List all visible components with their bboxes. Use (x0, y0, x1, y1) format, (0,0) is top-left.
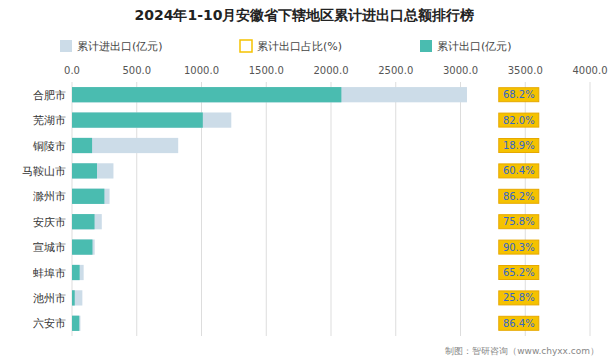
ratio-label: 25.8% (503, 292, 535, 303)
grid-line (266, 82, 267, 336)
ratio-label: 82.0% (503, 115, 535, 126)
bar (72, 214, 95, 229)
x-axis: 0.0 500.0 1000.0 1500.0 2000.0 2500.0 3000.0 35… (64, 65, 607, 336)
ratio-box (499, 316, 539, 330)
ratio-box (499, 291, 539, 305)
bar (72, 163, 113, 178)
chart: 2024年1-10月安徽省下辖地区累计进出口总额排行榜累计进出口(亿元) 累计出口… (0, 0, 609, 359)
ratio-label: 90.3% (503, 242, 535, 253)
tick-label: 2000.0 (314, 65, 349, 76)
category-label: 池州市 (33, 292, 66, 305)
bar (72, 87, 341, 102)
ratio-box (499, 88, 539, 102)
ratio-box (499, 240, 539, 254)
bar (72, 138, 178, 153)
grid-line (395, 82, 396, 336)
ratio-box (499, 113, 539, 127)
bar (72, 87, 467, 102)
bar (72, 265, 84, 280)
bar (72, 112, 231, 127)
bar (72, 163, 97, 178)
tick-label: 3000.0 (443, 65, 478, 76)
bar (72, 316, 79, 331)
legend-swatch (420, 40, 432, 52)
bars (72, 87, 467, 331)
category-label: 安庆市 (33, 216, 66, 229)
legend-label: 累计出口(亿元) (437, 40, 512, 53)
ratio-box (499, 139, 539, 153)
legend-swatch (60, 40, 72, 52)
legend-label: 累计出口占比(%) (257, 40, 342, 53)
tick-label: 500.0 (122, 65, 151, 76)
category-label: 铜陵市 (32, 140, 66, 153)
ratio-label: 65.2% (503, 267, 535, 278)
legend-swatch (240, 40, 252, 52)
tick-label: 3500.0 (508, 65, 543, 76)
bar (72, 214, 102, 229)
ratio-label: 68.2% (503, 89, 535, 100)
tick-label: 1500.0 (249, 65, 284, 76)
tick-label: 2500.0 (378, 65, 413, 76)
ratio-label: 86.4% (503, 318, 535, 329)
category-label: 芜湖市 (33, 114, 66, 127)
legend: 累计进出口(亿元) 累计出口占比(%) 累计出口(亿元) (60, 40, 512, 53)
ratio-label: 60.4% (503, 165, 535, 176)
category-label: 六安市 (33, 317, 66, 330)
bar (72, 189, 110, 204)
category-label: 马鞍山市 (22, 165, 66, 178)
category-label: 宣城市 (33, 241, 66, 254)
ratio-box (499, 215, 539, 229)
bar (72, 189, 104, 204)
legend-label: 累计进出口(亿元) (77, 40, 163, 53)
footer: 制图：智研咨询（www.chyxx.com） (445, 346, 599, 356)
bar (72, 265, 80, 280)
category-label: 滁州市 (33, 190, 66, 203)
ratio-labels: 68.2% 82.0% 18.9% 60.4% 86.2% 75.8% 90.3% 65.2%… (499, 88, 539, 331)
bar (72, 239, 95, 254)
ratio-label: 18.9% (503, 140, 535, 151)
ratio-box (499, 189, 539, 203)
ratio-label: 75.8% (503, 216, 535, 227)
tick-label: 1000.0 (184, 65, 219, 76)
ratio-box (499, 164, 539, 178)
ratio-label: 86.2% (503, 191, 535, 202)
bar (72, 316, 80, 331)
bar (72, 138, 92, 153)
grid-line (331, 82, 332, 336)
grid-line (460, 82, 461, 336)
ratio-box (499, 266, 539, 280)
tick-label: 0.0 (64, 65, 80, 76)
bar (72, 290, 82, 305)
title: 2024年1-10月安徽省下辖地区累计进出口总额排行榜 (135, 7, 475, 23)
tick-label: 4000.0 (573, 65, 608, 76)
y-axis: 合肥市芜湖市铜陵市马鞍山市滁州市安庆市宣城市蚌埠市池州市六安市 (22, 89, 66, 331)
grid-line (590, 82, 591, 336)
category-label: 合肥市 (33, 89, 66, 102)
bar (72, 290, 75, 305)
bar (72, 112, 203, 127)
category-label: 蚌埠市 (33, 267, 66, 280)
bar (72, 239, 92, 254)
